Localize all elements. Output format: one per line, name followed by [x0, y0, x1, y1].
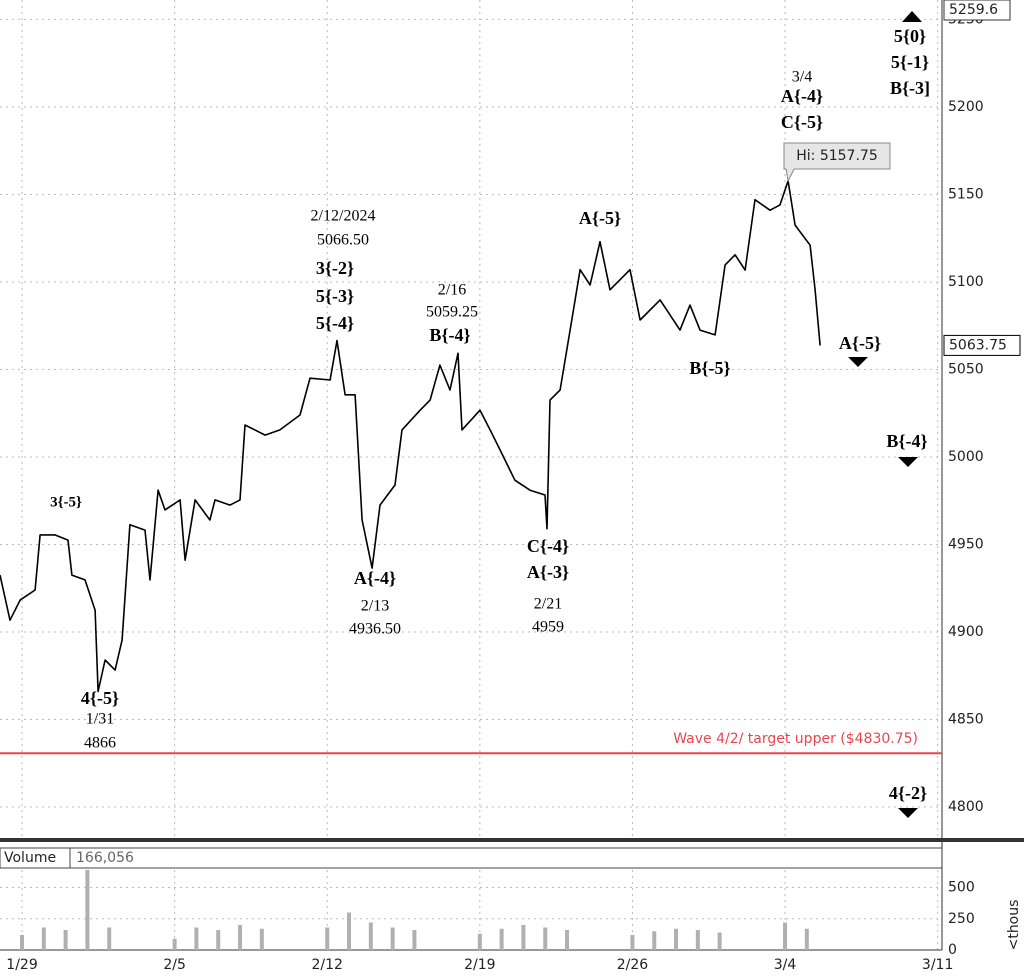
- target-label: Wave 4/2/ target upper ($4830.75): [673, 731, 918, 747]
- volume-bar: [521, 925, 526, 950]
- arrow-up: [902, 11, 922, 22]
- wave-label: 5{-1}: [891, 52, 929, 72]
- volume-value: 166,056: [76, 850, 134, 866]
- wave-label: A{-4}: [354, 568, 396, 588]
- volume-bar: [695, 930, 700, 950]
- x-tick-label: 2/5: [163, 957, 186, 973]
- wave-label: 5{0}: [894, 26, 926, 46]
- wave-label: B{-3]: [890, 78, 930, 98]
- volume-bar: [63, 930, 68, 950]
- volume-unit: <thous: [1006, 900, 1022, 951]
- volume-bar: [543, 927, 548, 950]
- axis-top-box: [943, 0, 1011, 21]
- last-price-label: 5063.75: [949, 337, 1007, 353]
- volume-bar: [107, 927, 112, 950]
- wave-label: 4{-5}: [81, 688, 119, 708]
- y-tick-label: 4950: [948, 536, 984, 552]
- wave-label: 4959: [532, 619, 564, 636]
- volume-bar: [717, 932, 722, 950]
- volume-bar: [565, 930, 570, 950]
- wave-label: 5{-3}: [316, 286, 354, 306]
- volume-bar: [630, 935, 635, 950]
- wave-label: A{-3}: [527, 562, 569, 582]
- x-tick-label: 2/19: [464, 957, 495, 973]
- wave-label: B{-4}: [429, 325, 470, 345]
- volume-bar: [259, 928, 264, 950]
- wave-label: 1/31: [86, 711, 114, 728]
- y-tick-label: 250: [948, 911, 975, 927]
- volume-bar: [194, 927, 199, 950]
- volume-bar: [41, 927, 46, 950]
- wave-label: 2/12/2024: [311, 208, 376, 225]
- panel-divider: [0, 838, 1024, 842]
- x-tick-label: 2/26: [617, 957, 649, 973]
- volume-bar: [238, 925, 243, 950]
- price-line: [0, 180, 821, 693]
- wave-label: 3{-2}: [316, 258, 354, 278]
- wave-label: 4936.50: [349, 621, 401, 638]
- hi-callout: [783, 142, 891, 183]
- last-price-box: [943, 334, 1021, 356]
- axis-top-label: 5259.6: [949, 2, 998, 18]
- wave-label: A{-4}: [781, 86, 823, 106]
- wave-label: A{-5}: [839, 333, 881, 353]
- wave-label: B{-4}: [886, 431, 927, 451]
- volume-bar: [347, 912, 352, 950]
- wave-label: 3{-5}: [50, 494, 82, 510]
- volume-bar: [804, 928, 809, 950]
- volume-bar: [216, 930, 221, 950]
- wave-label: A{-5}: [579, 208, 621, 228]
- arrow-down: [898, 457, 918, 467]
- wave-label: B{-5}: [689, 358, 730, 378]
- arrow-down: [898, 808, 918, 818]
- volume-bar: [499, 928, 504, 950]
- volume-bar: [477, 933, 482, 950]
- y-tick-label: 5000: [948, 449, 984, 465]
- volume-bar: [674, 928, 679, 950]
- volume-bar: [20, 935, 25, 950]
- volume-bar: [783, 922, 788, 950]
- x-tick-label: 2/12: [311, 957, 342, 973]
- volume-bar: [652, 931, 657, 950]
- arrow-down: [848, 357, 868, 367]
- volume-bar: [325, 927, 330, 950]
- y-tick-label: 500: [948, 880, 975, 896]
- wave-label: 4866: [84, 735, 116, 752]
- hi-label: Hi: 5157.75: [796, 148, 877, 164]
- wave-label: 4{-2}: [889, 783, 927, 803]
- wave-label: 2/21: [534, 596, 562, 613]
- volume-bar: [412, 930, 417, 950]
- wave-label: 5066.50: [317, 232, 369, 249]
- y-tick-label: 4800: [948, 799, 984, 815]
- wave-label: 5059.25: [426, 304, 478, 321]
- volume-bar: [172, 938, 177, 950]
- volume-title: Volume: [4, 850, 56, 866]
- volume-header: [0, 847, 943, 869]
- volume-bar: [390, 927, 395, 950]
- volume-bar: [368, 922, 373, 950]
- x-tick-label: 1/29: [6, 957, 37, 973]
- wave-label: 5{-4}: [316, 313, 354, 333]
- wave-label: 2/13: [361, 598, 389, 615]
- wave-label: C{-5}: [781, 112, 823, 132]
- wave-label: C{-4}: [527, 536, 569, 556]
- y-tick-label: 0: [948, 942, 957, 958]
- y-tick-label: 4850: [948, 712, 984, 728]
- y-tick-label: 5150: [948, 186, 984, 202]
- x-tick-label: 3/4: [774, 957, 797, 973]
- volume-bar: [85, 870, 90, 950]
- x-tick-label: 3/11: [922, 957, 953, 973]
- y-tick-label: 5200: [948, 99, 984, 115]
- y-tick-label: 5050: [948, 361, 984, 377]
- y-tick-label: 4900: [948, 624, 984, 640]
- wave-label: 2/16: [438, 282, 466, 299]
- wave-label: 3/4: [792, 69, 812, 86]
- y-tick-label: 5100: [948, 274, 984, 290]
